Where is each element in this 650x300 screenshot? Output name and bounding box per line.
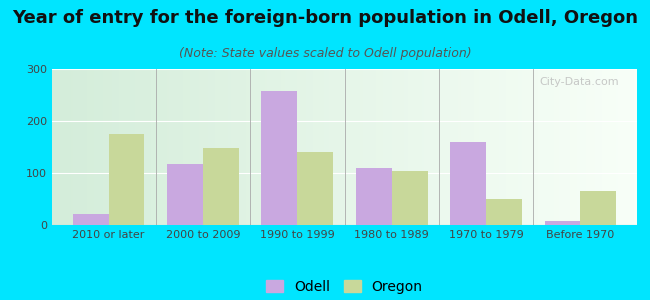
Bar <box>486 199 522 225</box>
Bar <box>580 191 616 225</box>
Legend: Odell, Oregon: Odell, Oregon <box>261 274 428 299</box>
Bar <box>545 221 580 225</box>
Bar <box>109 134 144 225</box>
Bar <box>450 142 486 225</box>
Text: Year of entry for the foreign-born population in Odell, Oregon: Year of entry for the foreign-born popul… <box>12 9 638 27</box>
Bar <box>203 148 239 225</box>
Bar <box>392 171 428 225</box>
Text: (Note: State values scaled to Odell population): (Note: State values scaled to Odell popu… <box>179 46 471 59</box>
Bar <box>297 152 333 225</box>
Bar <box>167 164 203 225</box>
Bar <box>261 91 297 225</box>
Text: City-Data.com: City-Data.com <box>540 77 619 87</box>
Bar <box>73 214 109 225</box>
Bar <box>356 168 392 225</box>
